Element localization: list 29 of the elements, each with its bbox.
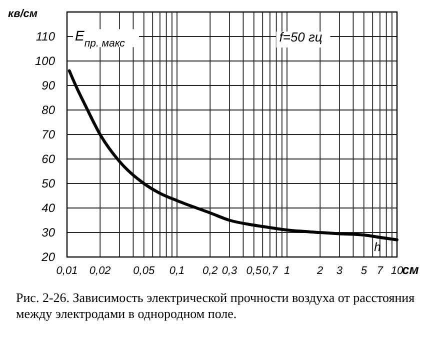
y-tick-label: 50	[42, 176, 56, 191]
y-tick-label: 70	[42, 128, 56, 142]
x-tick-label: 0,2	[202, 265, 218, 277]
x-tick-label: 0,02	[89, 265, 111, 277]
x-tick-label: 0,7	[262, 265, 278, 277]
x-tick-label: 0,05	[133, 265, 156, 277]
x-tick-label: 0,01	[56, 265, 78, 277]
x-tick-label: 3	[336, 265, 344, 277]
x-tick-label: 0,5	[246, 265, 262, 277]
y-tick-label: 40	[42, 201, 56, 216]
y-tick-label: 20	[40, 250, 56, 264]
y-tick-label: 30	[42, 226, 56, 240]
annotation: E$_{пр. макс}$	[75, 28, 126, 50]
x-axis-title: см	[402, 262, 420, 277]
text: Рис. 2-26. Зависимость электрической прочности воздуха от расстояния между электродами в однородном поле.	[15, 290, 416, 322]
x-tick-label: 0,3	[222, 265, 238, 277]
y-tick-label: 100	[34, 54, 56, 68]
y-tick-label: 90	[42, 78, 56, 93]
y-axis-title: кв/см	[8, 8, 38, 20]
x-tick-label: 2	[316, 265, 324, 277]
annotation: f=50 гц	[279, 29, 322, 44]
y-tick-label: 110	[36, 30, 56, 44]
x-tick-label: 10	[390, 265, 404, 277]
y-tick-label: 80	[42, 103, 56, 118]
x-tick-label: 0,1	[169, 265, 185, 277]
x-tick-label: 7	[376, 265, 384, 277]
x-tick-label: 5	[360, 265, 368, 277]
x-tick-label: 1	[284, 265, 290, 277]
y-tick-label: 60	[42, 152, 56, 166]
